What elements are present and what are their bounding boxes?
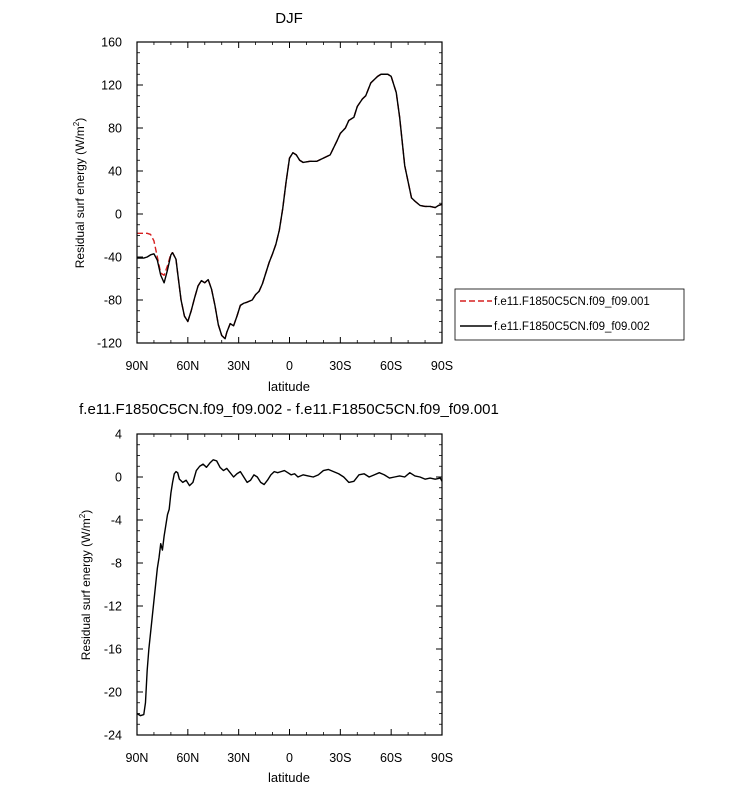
bottom-ytick-label: 0 xyxy=(115,471,122,485)
bottom-chart-ticks: -24 -20 -16 -12 -8 -4 0 4 90N 60N 30N 0 30S 60S 90S xyxy=(104,428,453,766)
top-chart-legend: f.e11.F1850C5CN.f09_f09.001 f.e11.F1850C… xyxy=(454,288,685,341)
top-ytick-label: 40 xyxy=(108,165,122,179)
bottom-ytick-label: -4 xyxy=(111,514,122,528)
top-chart-panel: DJF -120 -80 -40 0 40 80 120 160 90N 60N 30N 0 30S 60… xyxy=(72,10,685,394)
top-series-line-2 xyxy=(137,73,443,340)
bottom-chart-title: f.e11.F1850C5CN.f09_f09.002 - f.e11.F185… xyxy=(79,401,499,418)
top-xtick-label: 60N xyxy=(176,359,199,373)
top-chart-title: DJF xyxy=(275,10,303,27)
top-chart-ylabel: Residual surf energy (W/m2) xyxy=(72,118,87,269)
top-ytick-label: -80 xyxy=(104,294,122,308)
top-xtick-label: 90S xyxy=(431,359,453,373)
bottom-xtick-label: 60S xyxy=(380,751,402,765)
top-xtick-label: 60S xyxy=(380,359,402,373)
bottom-series-line-1 xyxy=(136,459,443,717)
top-chart-marks xyxy=(137,73,443,340)
top-xtick-label: 90N xyxy=(126,359,149,373)
bottom-chart-frame xyxy=(136,433,443,736)
legend-frame xyxy=(454,288,685,341)
top-ytick-label: 80 xyxy=(108,122,122,136)
top-ytick-label: 0 xyxy=(115,208,122,222)
legend-label-series-2: f.e11.F1850C5CN.f09_f09.002 xyxy=(494,321,650,333)
top-xtick-label: 30S xyxy=(329,359,351,373)
top-chart-ticks: -120 -80 -40 0 40 80 120 160 90N 60N 30N 0 30S 60S 90S xyxy=(97,36,453,374)
bottom-ytick-label: -20 xyxy=(104,686,122,700)
bottom-ytick-label: 4 xyxy=(115,428,122,442)
top-ytick-label: -40 xyxy=(104,251,122,265)
bottom-chart-marks xyxy=(136,459,443,717)
top-ytick-label: -120 xyxy=(97,337,122,351)
top-chart-frame xyxy=(136,41,443,344)
bottom-chart-ylabel: Residual surf energy (W/m2) xyxy=(78,510,93,661)
bottom-xtick-label: 90N xyxy=(126,751,149,765)
bottom-ytick-label: -12 xyxy=(104,600,122,614)
bottom-xtick-label: 90S xyxy=(431,751,453,765)
top-ytick-label: 120 xyxy=(101,79,122,93)
bottom-ytick-label: -16 xyxy=(104,643,122,657)
top-ytick-label: 160 xyxy=(101,36,122,50)
bottom-ytick-label: -24 xyxy=(104,729,122,743)
top-chart-xlabel: latitude xyxy=(268,379,310,394)
bottom-chart-xlabel: latitude xyxy=(268,770,310,785)
top-series-line-1 xyxy=(137,73,443,340)
bottom-xtick-label: 0 xyxy=(286,751,293,765)
bottom-chart-panel: f.e11.F1850C5CN.f09_f09.002 - f.e11.F185… xyxy=(78,401,499,785)
legend-label-series-1: f.e11.F1850C5CN.f09_f09.001 xyxy=(494,296,650,308)
bottom-xtick-label: 30N xyxy=(227,751,250,765)
bottom-xtick-label: 30S xyxy=(329,751,351,765)
bottom-ytick-label: -8 xyxy=(111,557,122,571)
top-xtick-label: 0 xyxy=(286,359,293,373)
bottom-xtick-label: 60N xyxy=(176,751,199,765)
top-xtick-label: 30N xyxy=(227,359,250,373)
